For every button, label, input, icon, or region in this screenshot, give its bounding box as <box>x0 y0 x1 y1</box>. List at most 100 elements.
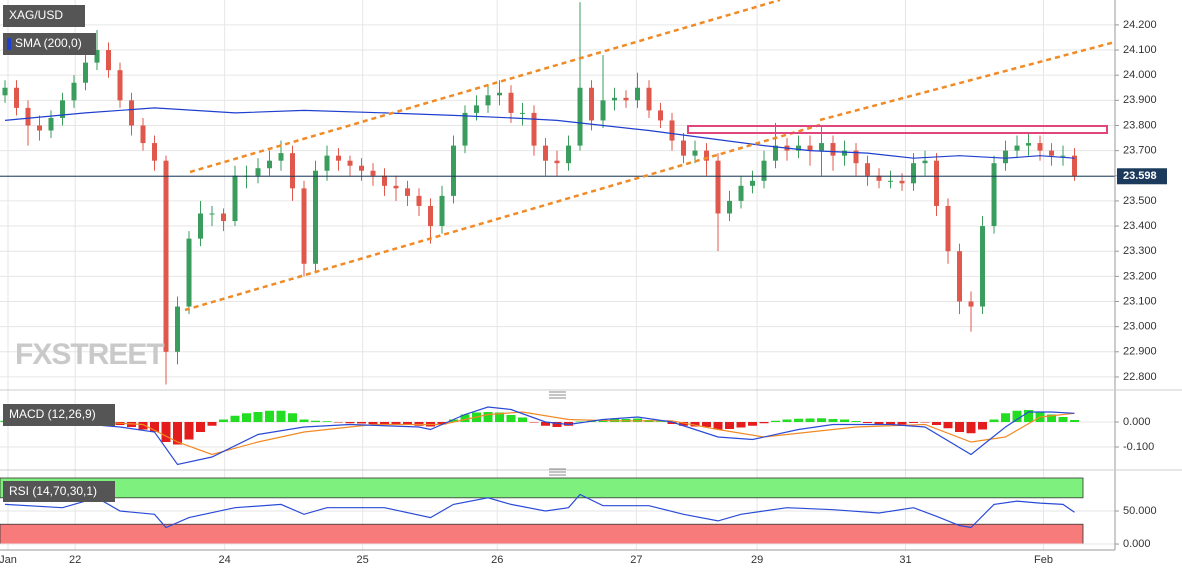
symbol-box <box>3 5 85 27</box>
y-tick-label: 23.100 <box>1123 295 1157 307</box>
macd-histogram-bar <box>529 422 539 423</box>
rsi-band <box>0 477 1084 499</box>
macd-histogram-bar <box>656 421 666 422</box>
macd-histogram-bar <box>564 422 574 426</box>
candle-body <box>2 87 8 96</box>
candle-body <box>945 205 951 252</box>
x-tick-label: 27 <box>630 554 642 566</box>
macd-histogram-bar <box>127 422 137 427</box>
candle-body <box>94 50 100 63</box>
macd-histogram-bar <box>920 422 930 423</box>
candle-body <box>175 306 181 352</box>
macd-histogram-bar <box>184 422 194 440</box>
y-tick-label: 50.000 <box>1123 505 1157 517</box>
macd-histogram-bar <box>345 422 355 424</box>
candle-body <box>853 150 859 164</box>
candle-body <box>267 160 273 169</box>
x-tick-label: 31 <box>899 554 911 566</box>
candle-body <box>669 120 675 141</box>
candle-body <box>888 180 894 182</box>
macd-histogram-bar <box>518 417 528 422</box>
y-tick-label: 23.700 <box>1123 145 1157 157</box>
macd-histogram-bar <box>196 422 206 432</box>
macd-histogram-bar <box>311 420 321 422</box>
candle-body <box>911 163 917 184</box>
sma-line <box>4 107 1075 159</box>
candle-body <box>681 140 687 156</box>
candle-body <box>980 226 986 307</box>
macd-histogram-bar <box>299 419 309 422</box>
panel-handle[interactable] <box>549 391 566 399</box>
macd-histogram-bar <box>782 419 792 422</box>
candle-body <box>163 160 169 352</box>
macd-histogram-bar <box>322 421 332 422</box>
macd-histogram-bar <box>805 418 815 422</box>
candle-body <box>738 185 744 201</box>
macd-label-box <box>3 404 115 426</box>
symbol-label: XAG/USD <box>9 8 63 22</box>
candle-body <box>129 100 135 126</box>
candle-body <box>991 163 997 227</box>
macd-histogram-bar <box>886 422 896 425</box>
macd-histogram-bar <box>230 415 240 422</box>
candle-body <box>566 145 572 164</box>
candle-body <box>209 213 215 215</box>
candle-body <box>232 175 238 222</box>
watermark: FXSTREET <box>15 338 164 371</box>
macd-histogram-bar <box>736 422 746 428</box>
candle-body <box>106 50 112 71</box>
macd-histogram-bar <box>897 422 907 425</box>
y-tick-label: 22.900 <box>1123 346 1157 358</box>
macd-label: MACD (12,26,9) <box>9 407 96 421</box>
y-tick-label: 23.500 <box>1123 195 1157 207</box>
candle-body <box>600 100 606 121</box>
y-tick-label: 0.000 <box>1123 538 1151 550</box>
candle-body <box>221 213 227 222</box>
last-price-box <box>1117 168 1167 185</box>
macd-histogram-bar <box>276 410 286 422</box>
candle-body <box>554 160 560 164</box>
y-tick-label: 23.300 <box>1123 245 1157 257</box>
macd-histogram-bar <box>552 422 562 427</box>
panel-handle[interactable] <box>549 468 566 476</box>
macd-histogram-bar <box>817 418 827 422</box>
macd-histogram-bar <box>380 422 390 425</box>
candle-body <box>301 188 307 264</box>
candle-body <box>60 100 66 118</box>
sma-swatch <box>7 38 11 50</box>
macd-histogram-bar <box>207 422 217 426</box>
candle-body <box>623 97 629 101</box>
macd-histogram-bar <box>357 422 367 424</box>
macd-histogram-bar <box>541 422 551 426</box>
x-tick-label: 29 <box>751 554 763 566</box>
drawings <box>184 0 1116 312</box>
macd-histogram-bar <box>414 422 424 426</box>
candle-body <box>278 153 284 161</box>
candle-body <box>773 145 779 161</box>
candle-body <box>370 170 376 176</box>
candle-body <box>1014 145 1020 151</box>
marks <box>0 2 1115 529</box>
macd-histogram-bar <box>851 421 861 422</box>
macd-histogram-bar <box>828 419 838 422</box>
candle-body <box>543 145 549 161</box>
macd-histogram-bar <box>667 422 677 424</box>
y-tick-label: 24.100 <box>1123 44 1157 56</box>
candle-body <box>1037 143 1043 151</box>
macd-histogram-bar <box>1024 410 1034 422</box>
macd-histogram-bar <box>978 422 988 430</box>
macd-histogram-bar <box>1070 420 1080 422</box>
rsi-label: RSI (14,70,30,1) <box>9 484 97 498</box>
y-tick-label: 24.200 <box>1123 19 1157 31</box>
macd-histogram-bar <box>403 422 413 425</box>
candle-body <box>761 160 767 181</box>
macd-histogram-bar <box>219 419 229 422</box>
candle-body <box>83 62 89 83</box>
macd-histogram-bar <box>759 422 769 424</box>
last-price-label: 23.598 <box>1123 170 1157 182</box>
candle-body <box>152 143 158 161</box>
macd-histogram-bar <box>391 422 401 425</box>
candle-body <box>704 150 710 161</box>
rsi-band <box>0 523 1084 545</box>
